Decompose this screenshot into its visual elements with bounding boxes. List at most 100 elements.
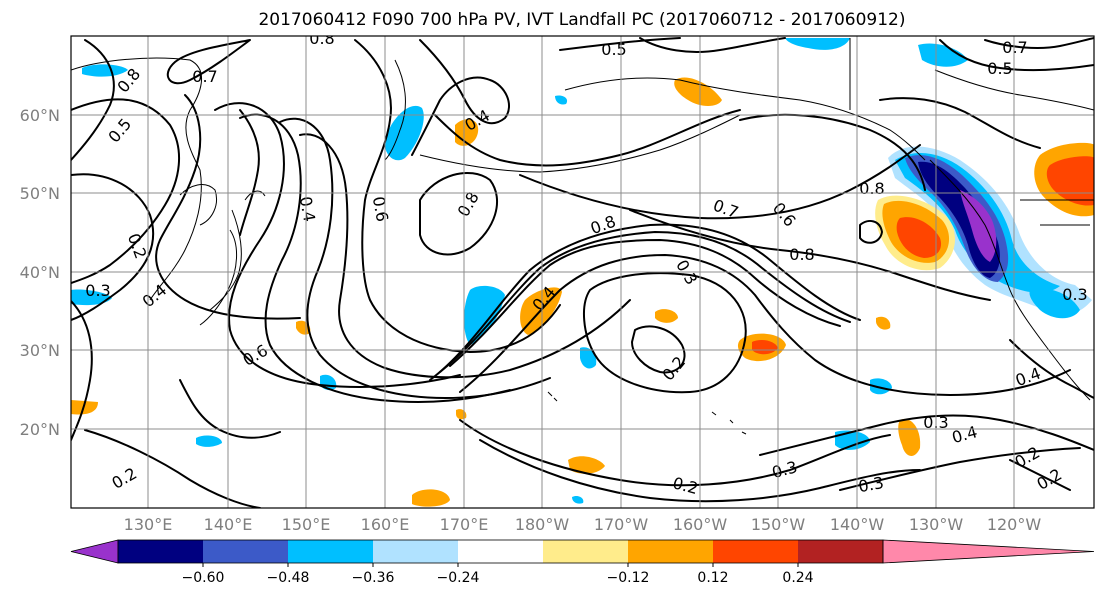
- colorbar-swatch: [798, 540, 883, 563]
- contour-line: [166, 39, 251, 85]
- colorbar-extend-min: [70, 539, 119, 564]
- shading-patch-22: [655, 309, 678, 323]
- shading-negative-coast-5: [960, 190, 997, 262]
- contour-line: [1009, 459, 1071, 491]
- colorbar-tick-label: 0.24: [782, 570, 813, 586]
- contour-line: [939, 39, 1094, 72]
- contour-label: 0.7: [1002, 38, 1027, 57]
- shading-patch-17: [71, 289, 112, 306]
- contour-line: [759, 414, 1094, 456]
- colorbar-tick-label: −0.24: [437, 570, 480, 586]
- shading-patch-14: [568, 456, 605, 474]
- lon-label: 130°E: [124, 515, 173, 534]
- colorbar-swatch: [373, 540, 458, 563]
- colorbar: −0.60 −0.48 −0.36 −0.24 −0.12 0.12 0.24: [70, 539, 1095, 586]
- lon-label: 120°W: [987, 515, 1042, 534]
- shading-patch-13: [1029, 288, 1080, 319]
- map-panel: 0.8 0.5 0.7 0.5 0.7 0.8 0.5 0.4 0.6 0.4 …: [70, 29, 1095, 509]
- shading-patch-23: [876, 316, 891, 330]
- contour-line: [439, 231, 851, 373]
- shading-patch-18: [870, 378, 892, 395]
- colorbar-swatch: [543, 540, 628, 563]
- contour-label: 0.8: [859, 179, 884, 198]
- coastline-aleutians: [419, 114, 741, 173]
- colorbar-tick-label: −0.12: [607, 570, 650, 586]
- lat-label: 20°N: [20, 420, 60, 439]
- lat-label: 60°N: [20, 106, 60, 125]
- contour-line: [449, 239, 841, 367]
- shading-patch-7: [464, 285, 505, 345]
- colorbar-swatch: [203, 540, 288, 563]
- contour-line: [71, 39, 115, 161]
- contour-line: [84, 429, 261, 508]
- contour-label: 0.8: [309, 29, 334, 48]
- contour-line: [639, 37, 786, 53]
- contour-line: [583, 272, 747, 394]
- shading-patch-24: [580, 347, 597, 369]
- contour-line: [179, 379, 281, 439]
- contour-label: 0.3: [85, 281, 110, 300]
- colorbar-tick-label: −0.36: [352, 570, 395, 586]
- contour-label: 0.5: [987, 59, 1012, 78]
- contour-label: 0.5: [601, 40, 626, 59]
- shading-patch-10: [752, 340, 778, 355]
- colorbar-swatch: [458, 540, 543, 563]
- contour-label: 0.7: [192, 67, 217, 86]
- shading-patch-25: [555, 95, 568, 105]
- contour-line: [71, 98, 181, 284]
- contour-line: [239, 109, 260, 236]
- contour-line: [419, 171, 499, 256]
- contour-line: [411, 39, 510, 156]
- coastline-kamchatka: [384, 59, 406, 161]
- contour-line: [155, 94, 301, 320]
- shading-patch-27: [572, 495, 584, 504]
- lon-label: 180°W: [515, 515, 570, 534]
- shading-patch-1: [384, 105, 424, 161]
- colorbar-frame: [117, 539, 884, 564]
- lon-label: 170°W: [594, 515, 649, 534]
- colorbar-swatch: [628, 540, 713, 563]
- contour-label: 0.4: [296, 195, 319, 223]
- contour-line: [479, 439, 921, 503]
- contour-label: 0.3: [1062, 285, 1087, 304]
- contour-line: [1009, 339, 1094, 399]
- contour-line: [214, 102, 461, 388]
- coastline-alaska: [564, 77, 926, 161]
- lon-label: 150°E: [282, 515, 331, 534]
- lat-labels: 60°N 50°N 40°N 30°N 20°N: [20, 106, 60, 439]
- colorbar-tick-label: −0.48: [267, 570, 310, 586]
- lon-label: 160°E: [361, 515, 410, 534]
- colorbar-swatch: [118, 540, 203, 563]
- shading-patch-4: [785, 38, 850, 50]
- contour-layer: [71, 37, 1094, 508]
- contour-label: 0.3: [857, 473, 885, 496]
- contour-line: [629, 209, 991, 301]
- colorbar-extend-max: [882, 539, 1095, 564]
- contour-label: 0.8: [789, 245, 814, 264]
- coastline-layer: [71, 38, 1094, 435]
- chart-title: 2017060412 F090 700 hPa PV, IVT Landfall…: [258, 10, 905, 30]
- lon-label: 170°E: [440, 515, 489, 534]
- shading-patch-21: [296, 320, 311, 335]
- contour-line: [279, 117, 551, 399]
- contour-line: [839, 447, 1081, 491]
- contour-line: [984, 37, 1094, 49]
- contour-line: [429, 223, 861, 381]
- colorbar-swatches: [70, 539, 1095, 564]
- contour-line: [459, 254, 1071, 396]
- lat-label: 30°N: [20, 341, 60, 360]
- colorbar-tick-label: 0.12: [697, 570, 728, 586]
- gridlines: [71, 36, 1094, 508]
- shading-patch-12: [835, 430, 870, 450]
- lon-label: 140°E: [204, 515, 253, 534]
- lon-labels: 130°E 140°E 150°E 160°E 170°E 180°W 170°…: [124, 515, 1042, 534]
- coastline-japan: [209, 190, 266, 311]
- shading-patch-16: [71, 400, 98, 415]
- colorbar-ticks: −0.60 −0.48 −0.36 −0.24 −0.12 0.12 0.24: [182, 563, 814, 586]
- colorbar-tick-label: −0.60: [182, 570, 225, 586]
- colorbar-swatch: [288, 540, 373, 563]
- coastline-na-west: [929, 159, 1091, 401]
- shading-patch-11: [898, 418, 921, 456]
- map-frame: [70, 35, 1095, 509]
